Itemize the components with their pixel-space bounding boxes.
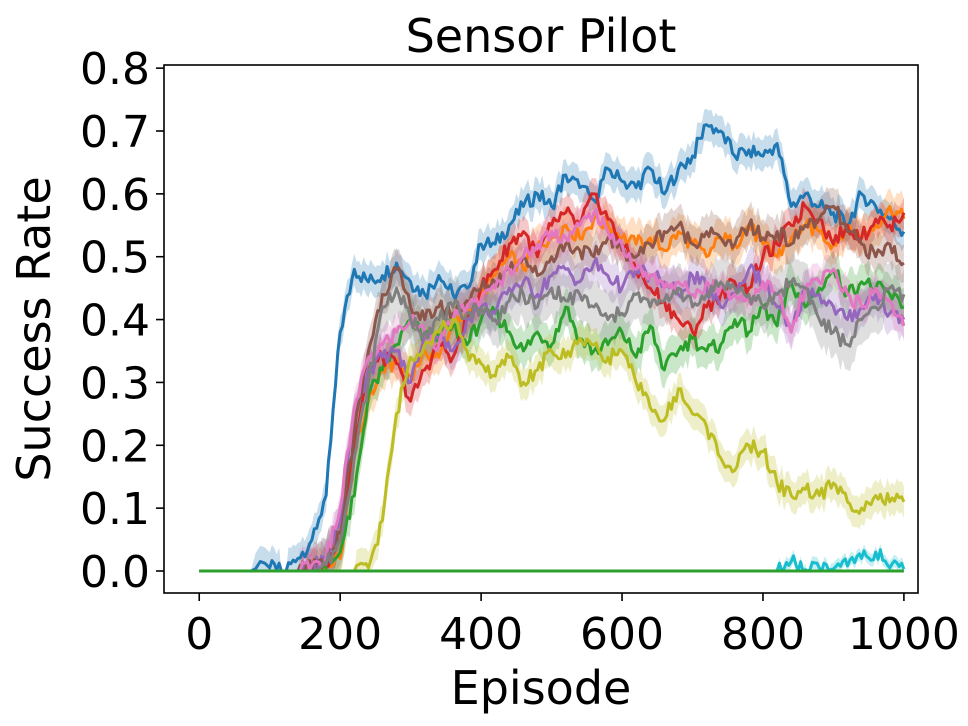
y-tick-label: 0.8 <box>80 44 150 95</box>
x-tick-label: 1000 <box>848 609 960 660</box>
chart-title: Sensor Pilot <box>406 9 677 63</box>
series-lines <box>199 123 906 573</box>
series-line-6 <box>199 204 905 573</box>
x-tick-label: 800 <box>721 609 805 660</box>
y-tick-label: 0.1 <box>80 484 150 535</box>
y-tick-label: 0.7 <box>80 107 150 158</box>
y-tick-label: 0.5 <box>80 233 150 284</box>
series-line-8 <box>199 276 906 573</box>
x-tick-label: 400 <box>439 609 523 660</box>
series-line-7 <box>199 208 906 573</box>
y-tick-label: 0.2 <box>80 421 150 472</box>
y-tick-label: 0.4 <box>80 296 150 347</box>
series-band-9 <box>199 303 904 571</box>
y-tick-label: 0.6 <box>80 170 150 221</box>
x-axis-ticks: 0 200 400 600 800 1000 <box>185 593 960 660</box>
series-band-2 <box>199 187 904 571</box>
series-line-4 <box>199 192 906 573</box>
plot-frame <box>163 64 919 594</box>
y-axis-ticks: 0.0 0.1 0.2 0.3 0.4 0.5 0.6 0.7 0.8 <box>80 44 164 598</box>
y-axis-title: Success Rate <box>7 176 61 481</box>
x-axis-title: Episode <box>451 661 632 715</box>
series-band-4 <box>199 178 904 571</box>
y-tick-label: 0.0 <box>80 547 150 598</box>
series-line-3 <box>199 267 905 573</box>
series-band-8 <box>199 253 904 572</box>
x-tick-label: 600 <box>580 609 664 660</box>
x-tick-label: 0 <box>185 609 213 660</box>
series-line-1 <box>199 123 906 573</box>
y-tick-label: 0.3 <box>80 358 150 409</box>
series-band-6 <box>199 186 904 571</box>
x-tick-label: 200 <box>298 609 382 660</box>
